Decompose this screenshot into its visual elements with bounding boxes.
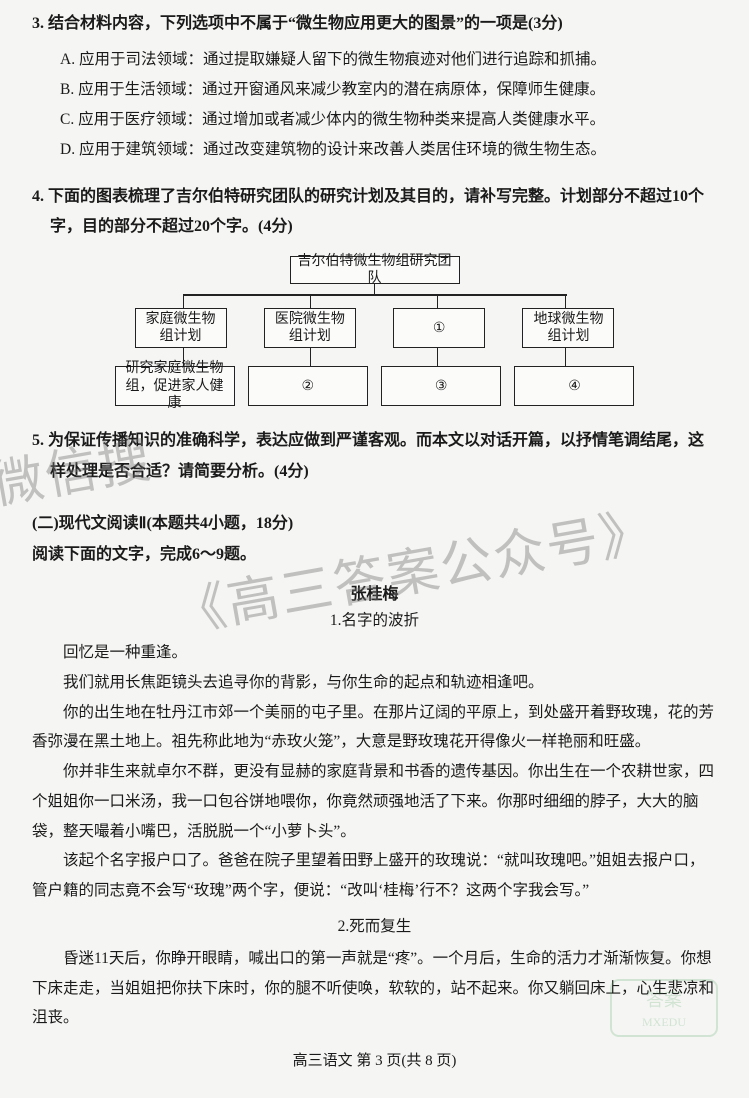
passage-p5: 该起个名字报户口了。爸爸在院子里望着田野上盛开的玫瑰说：“就叫玫瑰吧。”姐姐去报…: [32, 846, 717, 906]
passage-p4: 你并非生来就卓尔不群，更没有显赫的家庭背景和书香的遗传基因。你出生在一个农耕世家…: [32, 757, 717, 846]
passage-title: 张桂梅: [32, 580, 717, 604]
diagram-bot-1: 研究家庭微生物组，促进家人健康: [115, 366, 235, 406]
q4-stem: 4. 下面的图表梳理了吉尔伯特研究团队的研究计划及其目的，请补写完整。计划部分不…: [50, 182, 717, 243]
q3-option-b: B. 应用于生活领域：通过开窗通风来减少教室内的潜在病原体，保障师生健康。: [32, 75, 717, 105]
q3-option-a: A. 应用于司法领域：通过提取嫌疑人留下的微生物痕迹对他们进行追踪和抓捕。: [32, 45, 717, 75]
section2-head2: 阅读下面的文字，完成6～9题。: [32, 540, 717, 570]
diagram-bot-2: ②: [248, 366, 368, 406]
diagram-top-box: 吉尔伯特微生物组研究团队: [290, 256, 460, 284]
diagram-bot-4: ④: [514, 366, 634, 406]
q4-diagram: 吉尔伯特微生物组研究团队 家庭微生物组计划 医院微生物组计划 ① 地球微生物组计…: [115, 256, 635, 406]
q3-option-c: C. 应用于医疗领域：通过增加或者减少体内的微生物种类来提高人类健康水平。: [32, 105, 717, 135]
q5-stem: 5. 为保证传播知识的准确科学，表达应做到严谨客观。而本文以对话开篇，以抒情笔调…: [50, 426, 717, 487]
passage-subtitle-2: 2.死而复生: [32, 914, 717, 936]
passage-p2: 我们就用长焦距镜头去追寻你的背影，与你生命的起点和轨迹相逢吧。: [32, 668, 717, 698]
passage-p1: 回忆是一种重逢。: [32, 638, 717, 668]
page-footer: 高三语文 第 3 页(共 8 页): [32, 1049, 717, 1070]
passage-p6: 昏迷11天后，你睁开眼睛，喊出口的第一声就是“疼”。一个月后，生命的活力才渐渐恢…: [32, 944, 717, 1033]
diagram-bot-3: ③: [381, 366, 501, 406]
section2-head1: (二)现代文阅读Ⅱ(本题共4小题，18分): [32, 509, 717, 539]
diagram-mid-3: ①: [393, 308, 485, 348]
diagram-mid-1: 家庭微生物组计划: [135, 308, 227, 348]
q3-option-d: D. 应用于建筑领域：通过改变建筑物的设计来改善人类居住环境的微生物生态。: [32, 135, 717, 165]
diagram-mid-4: 地球微生物组计划: [522, 308, 614, 348]
passage-p3: 你的出生地在牡丹江市郊一个美丽的屯子里。在那片辽阔的平原上，到处盛开着野玫瑰，花…: [32, 698, 717, 758]
passage-subtitle-1: 1.名字的波折: [32, 608, 717, 630]
q3-stem: 3. 结合材料内容，下列选项中不属于“微生物应用更大的图景”的一项是(3分): [32, 10, 717, 39]
diagram-mid-2: 医院微生物组计划: [264, 308, 356, 348]
